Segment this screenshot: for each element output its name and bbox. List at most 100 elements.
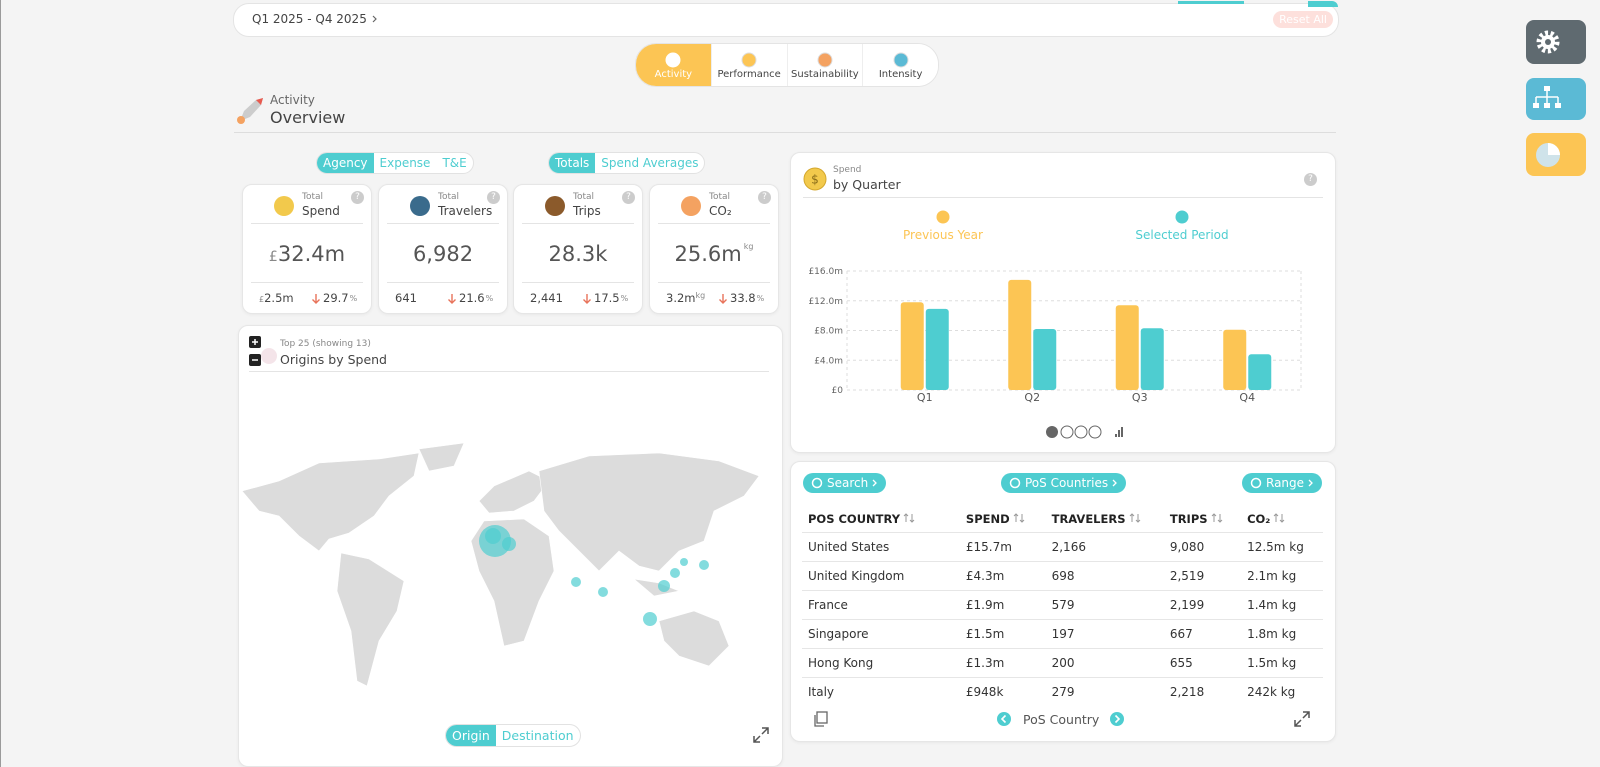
toggle-option[interactable]: Agency (317, 153, 374, 173)
button-icon-shape (1250, 477, 1262, 489)
kpi-change: 29.7% (311, 291, 357, 305)
prev-button[interactable] (996, 711, 1012, 727)
toggle-option[interactable]: T&E (442, 156, 467, 170)
column-header[interactable]: SPEND (960, 506, 1046, 533)
column-header[interactable]: POS COUNTRY (802, 506, 960, 533)
kpi-sub-value: 641 (395, 291, 417, 305)
tab[interactable]: Intensity (862, 44, 938, 86)
help-icon[interactable]: ? (622, 191, 635, 204)
sort-icon (1211, 513, 1222, 523)
kpi-label: Total (709, 192, 731, 202)
table-row[interactable]: Italy £948k 279 2,218 242k kg (802, 677, 1323, 699)
bar (1115, 305, 1139, 390)
kpi-change-value: 21.6 (459, 291, 485, 305)
expand-icon[interactable] (1293, 710, 1311, 728)
tab-icon-shape (893, 52, 909, 67)
button-icon (1009, 477, 1021, 489)
button-icon-shape (1009, 477, 1021, 489)
filter-button[interactable]: Range (1242, 473, 1323, 493)
world-map (241, 442, 760, 687)
chevron-line (872, 479, 878, 487)
hierarchy-icon (1533, 86, 1561, 108)
kpi-value: 25.6m kg (650, 242, 778, 266)
settings-button[interactable] (1526, 20, 1586, 64)
section-label: Activity (270, 93, 315, 107)
help-icon[interactable]: ? (1304, 173, 1317, 186)
column-header[interactable]: TRIPS (1164, 506, 1241, 533)
kpi-number: 28.3k (548, 242, 608, 266)
table-row[interactable]: United Kingdom £4.3m 698 2,519 2.1m kg (802, 561, 1323, 591)
table-row[interactable]: United States £15.7m 2,166 9,080 12.5m kg (802, 532, 1323, 562)
tab[interactable]: Sustainability (786, 44, 863, 86)
kpi-number: 6,982 (412, 242, 474, 266)
table-cell: £1.9m (965, 598, 1005, 612)
table-cell: Hong Kong (808, 656, 874, 670)
table-cell: £1.5m (965, 627, 1005, 641)
hierarchy-button[interactable] (1526, 78, 1586, 120)
coin-icon: $ (803, 167, 827, 191)
tab[interactable]: Performance (710, 44, 787, 86)
toggle-option[interactable]: Totals (549, 153, 596, 173)
chart-card: $ Spend by Quarter ? £0 £4.0m £8.0m £12.0m £… (790, 152, 1336, 453)
column-header[interactable]: TRAVELERS (1046, 506, 1164, 533)
chevron (872, 479, 878, 487)
divider (387, 282, 499, 283)
map-toggle: Origin Destination (445, 724, 581, 747)
divider (803, 197, 1323, 198)
toggle-option[interactable]: Destination (501, 728, 574, 743)
toggle-option[interactable]: Expense (379, 156, 431, 170)
toggle-option[interactable]: Origin (446, 725, 496, 746)
tab-icon (893, 52, 909, 67)
table-row[interactable]: Singapore £1.5m 197 667 1.8m kg (802, 619, 1323, 649)
sort-icon (903, 513, 915, 523)
y-tick-label: £16.0m (808, 267, 843, 277)
button-icon (1250, 477, 1262, 489)
help-icon[interactable]: ? (758, 191, 771, 204)
map-card: Top 25 (showing 13) Origins by Spend Ori… (238, 325, 783, 767)
button-label: Range (1266, 476, 1305, 490)
table-cell: Singapore (808, 627, 869, 641)
table-cell: 197 (1051, 627, 1075, 641)
next-button[interactable] (1109, 711, 1125, 727)
down-arrow-shape (583, 293, 591, 304)
reset-button[interactable]: Reset All (1273, 11, 1333, 28)
table-cell: 9,080 (1169, 540, 1205, 554)
button-label: PoS Countries (1025, 476, 1109, 490)
tab-icon (665, 52, 681, 67)
pager[interactable] (1045, 424, 1135, 442)
kpi-card: Total Trips? 28.3k 2,441 17.5% (513, 184, 643, 314)
kpi-sub: 3.2mkg (666, 291, 705, 305)
pie-button[interactable] (1526, 133, 1586, 176)
help-icon[interactable]: ? (351, 191, 364, 204)
divider (658, 282, 770, 283)
expand-icon[interactable] (752, 726, 770, 744)
kpi-sub: 2,441 (530, 291, 563, 305)
kpi-sub-unit: kg (695, 291, 706, 300)
filter-button[interactable]: PoS Countries (1001, 473, 1127, 493)
column-header[interactable]: CO₂ (1241, 506, 1323, 533)
kpi-change-value: 29.7 (323, 291, 349, 305)
svg-text:$: $ (811, 173, 819, 187)
down-arrow (312, 293, 320, 304)
kpi-icon-shape (274, 196, 294, 216)
kpi-number: 32.4m (277, 242, 346, 266)
divider (251, 223, 363, 224)
copy-icon[interactable] (813, 711, 829, 727)
table-cell: £1.3m (965, 656, 1005, 670)
table-row[interactable]: France £1.9m 579 2,199 1.4m kg (802, 590, 1323, 620)
date-range[interactable]: Q1 2025 - Q4 2025 (252, 12, 378, 26)
button-icon (811, 477, 823, 489)
help-icon[interactable]: ? (487, 191, 500, 204)
tab[interactable]: Activity (636, 44, 711, 86)
y-tick-label: £12.0m (808, 297, 843, 307)
gear-icon (1536, 30, 1560, 54)
x-tick-label: Q3 (1132, 391, 1148, 404)
kpi-change-unit: % (349, 293, 358, 303)
filter-button[interactable]: Search (803, 473, 887, 493)
divider (234, 132, 1336, 133)
table-cell: United States (808, 540, 890, 554)
table-row[interactable]: Hong Kong £1.3m 200 655 1.5m kg (802, 648, 1323, 678)
zoom-controls[interactable] (247, 334, 283, 370)
date-range-text: Q1 2025 - Q4 2025 (252, 12, 367, 26)
toggle-option[interactable]: Spend Averages (601, 156, 699, 170)
